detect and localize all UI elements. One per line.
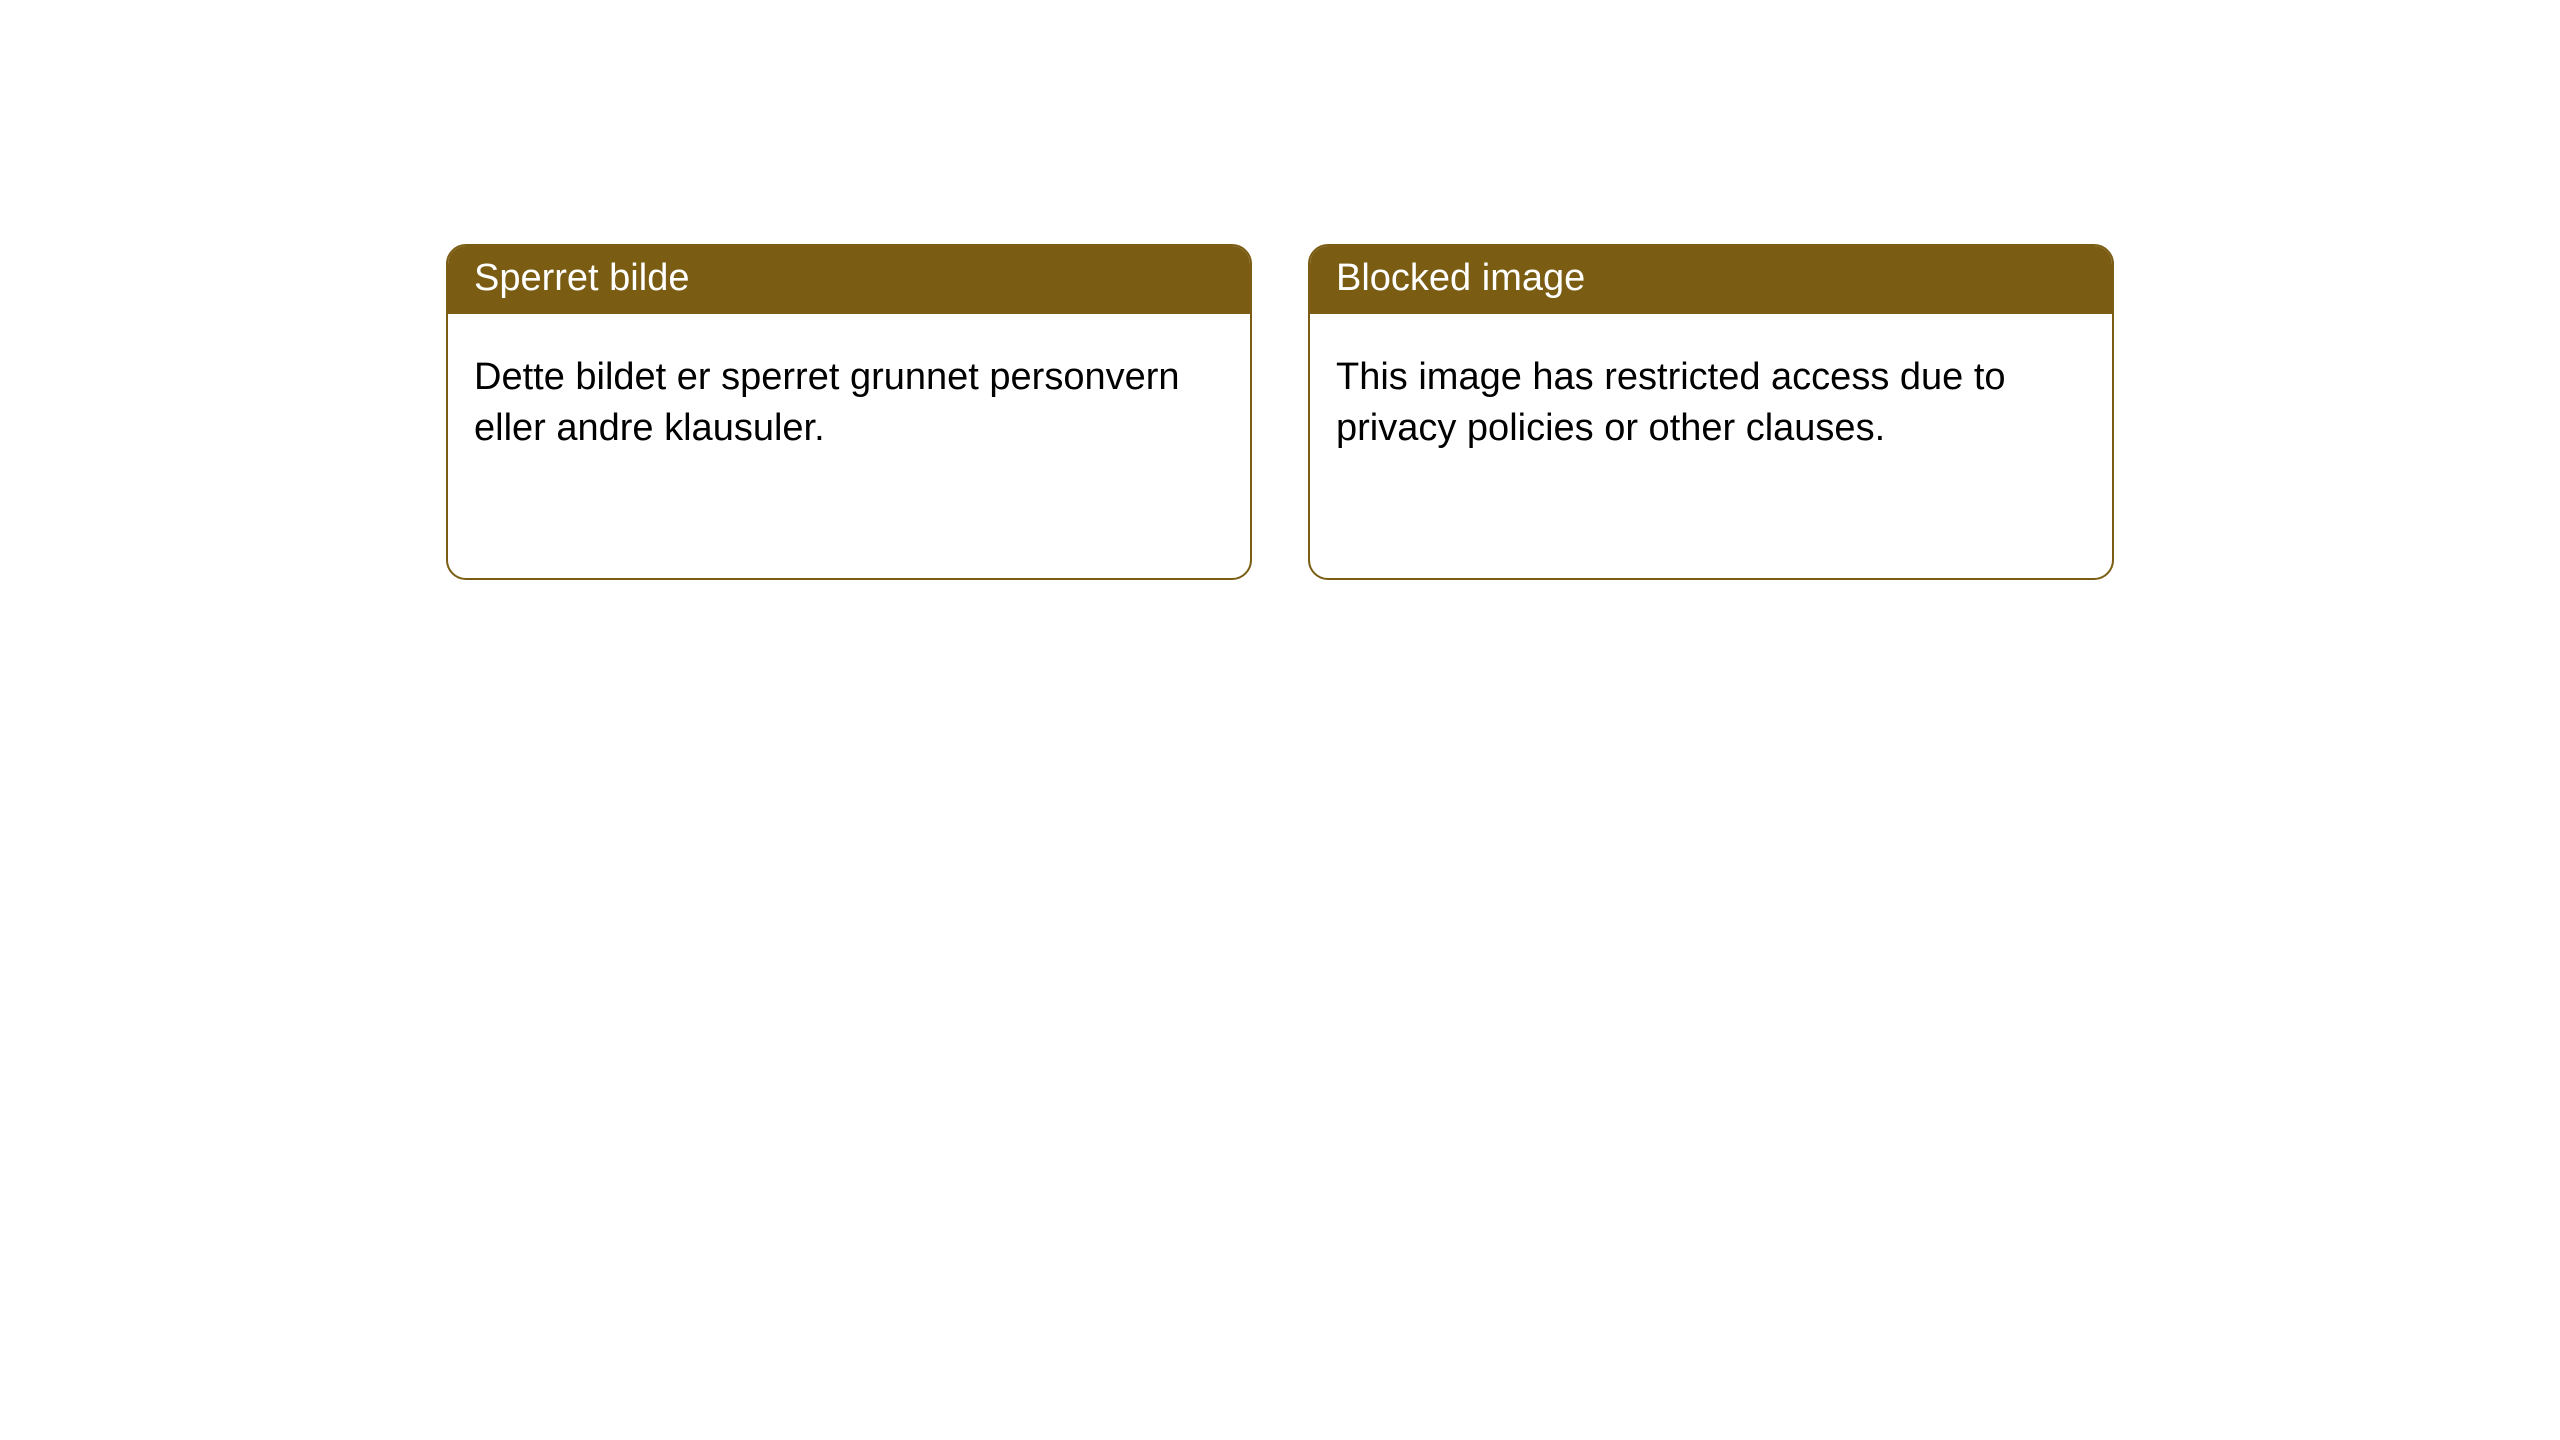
- notice-card-english: Blocked image This image has restricted …: [1308, 244, 2114, 580]
- notice-title-norwegian: Sperret bilde: [448, 246, 1250, 314]
- notice-body-english: This image has restricted access due to …: [1310, 314, 2112, 493]
- notice-body-norwegian: Dette bildet er sperret grunnet personve…: [448, 314, 1250, 493]
- notice-card-norwegian: Sperret bilde Dette bildet er sperret gr…: [446, 244, 1252, 580]
- notice-title-english: Blocked image: [1310, 246, 2112, 314]
- notice-container: Sperret bilde Dette bildet er sperret gr…: [0, 0, 2560, 580]
